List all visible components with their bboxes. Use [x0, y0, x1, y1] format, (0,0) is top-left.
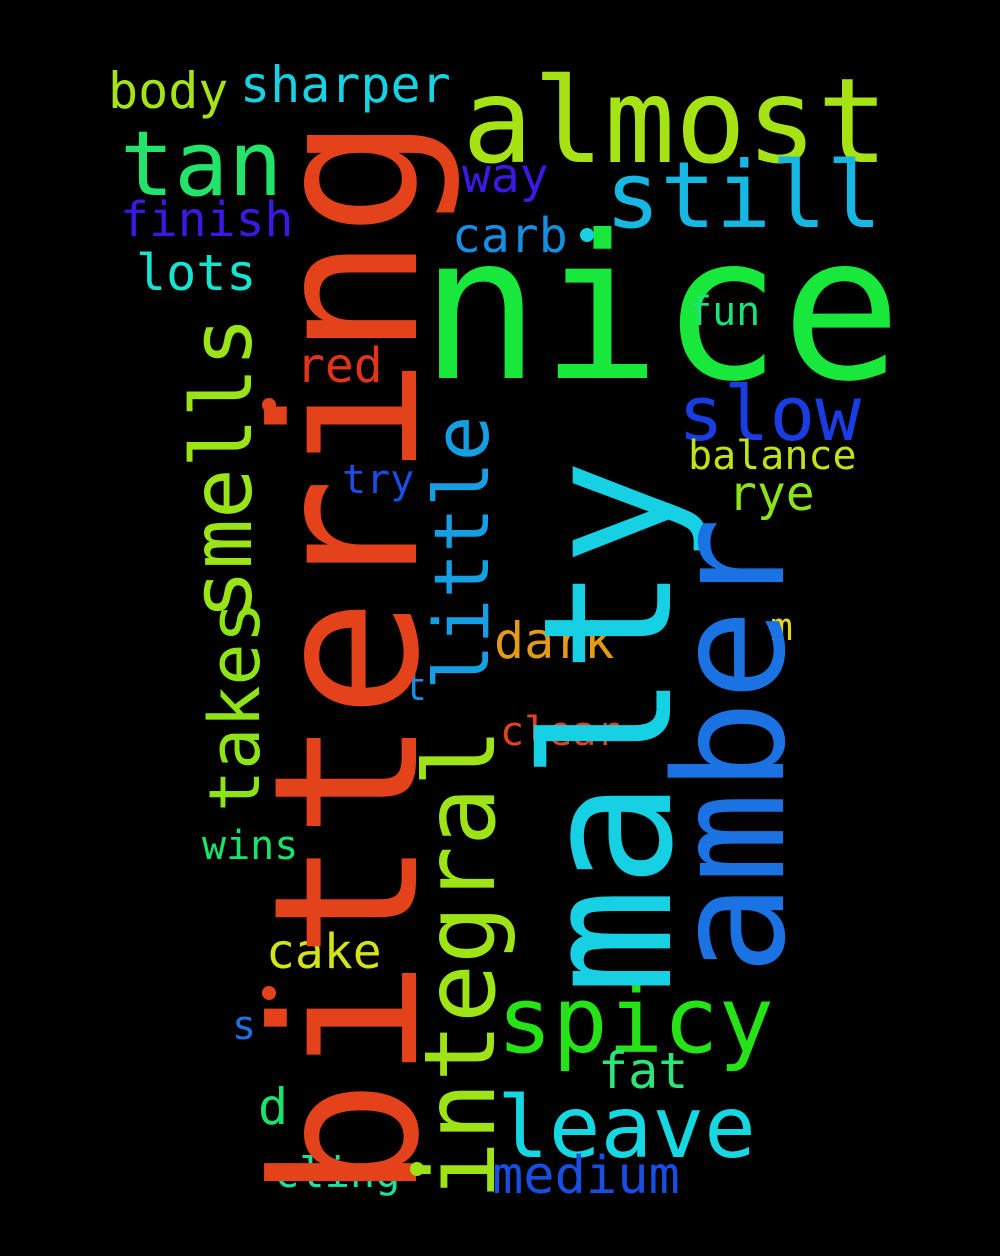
- word-still: still: [605, 142, 882, 249]
- word-tan: tan: [120, 112, 283, 217]
- word-clear: clear: [500, 709, 621, 755]
- word-way: way: [462, 148, 549, 204]
- word-amber: amber: [642, 517, 819, 975]
- word-d: d: [258, 1078, 289, 1136]
- word-takes: takes: [194, 601, 276, 812]
- word-balance: balance: [688, 433, 857, 479]
- word-cling: cling: [274, 1148, 401, 1197]
- word-leave: leave: [497, 1078, 756, 1178]
- word-sharper: sharper: [240, 56, 451, 114]
- dot-mark: [410, 1162, 424, 1176]
- word-cake: cake: [266, 924, 382, 980]
- word-integral: integral: [404, 727, 518, 1200]
- word-spicy: spicy: [497, 967, 774, 1074]
- word-fun: fun: [688, 289, 761, 335]
- word-wins: wins: [202, 823, 299, 869]
- word-dark: dark: [494, 612, 615, 670]
- dot-mark: [262, 986, 276, 1000]
- word-medium: medium: [492, 1146, 680, 1206]
- dot-mark: [262, 398, 276, 412]
- word-almost: almost: [462, 52, 889, 190]
- word-finish: finish: [120, 192, 294, 248]
- word-fat: fat: [598, 1042, 689, 1100]
- word-try: try: [342, 457, 415, 503]
- word-t: t: [404, 665, 427, 709]
- word-rye: rye: [728, 466, 815, 522]
- word-carb: carb: [452, 208, 568, 264]
- word-smells: smells: [173, 316, 271, 620]
- word-lots: lots: [136, 244, 257, 302]
- word-s: s: [232, 1003, 257, 1049]
- word-m: m: [770, 605, 793, 649]
- dot-mark: [580, 228, 594, 242]
- word-little: little: [417, 415, 506, 690]
- word-red: red: [296, 338, 383, 394]
- word-slow: slow: [678, 369, 862, 458]
- word-nice: nice: [420, 193, 902, 426]
- word-body: body: [108, 62, 229, 120]
